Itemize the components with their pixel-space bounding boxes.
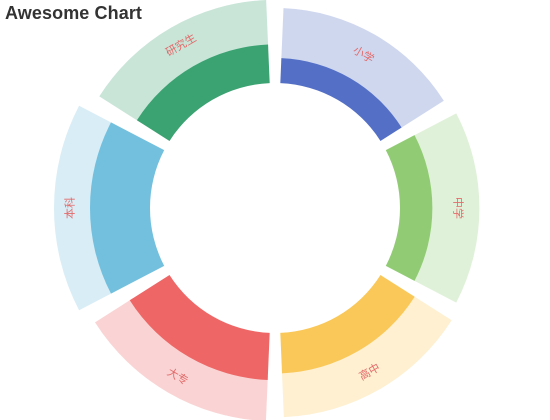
outer-band-3[interactable] (95, 298, 268, 420)
outer-band-2[interactable] (281, 294, 452, 418)
sector-2[interactable] (280, 275, 415, 374)
outer-band-1[interactable] (410, 113, 480, 303)
outer-band-layer (53, 0, 480, 420)
category-label-1: 中学 (451, 197, 465, 219)
chart-title: Awesome Chart (5, 3, 143, 23)
inner-sector-layer (90, 44, 433, 380)
sector-3[interactable] (129, 275, 270, 380)
category-label-4: 本科 (63, 197, 77, 219)
sector-1[interactable] (385, 135, 433, 281)
sector-5[interactable] (136, 44, 270, 141)
sector-0[interactable] (280, 58, 402, 141)
sector-4[interactable] (90, 122, 165, 294)
outer-band-0[interactable] (281, 8, 444, 130)
outer-band-5[interactable] (99, 0, 269, 123)
